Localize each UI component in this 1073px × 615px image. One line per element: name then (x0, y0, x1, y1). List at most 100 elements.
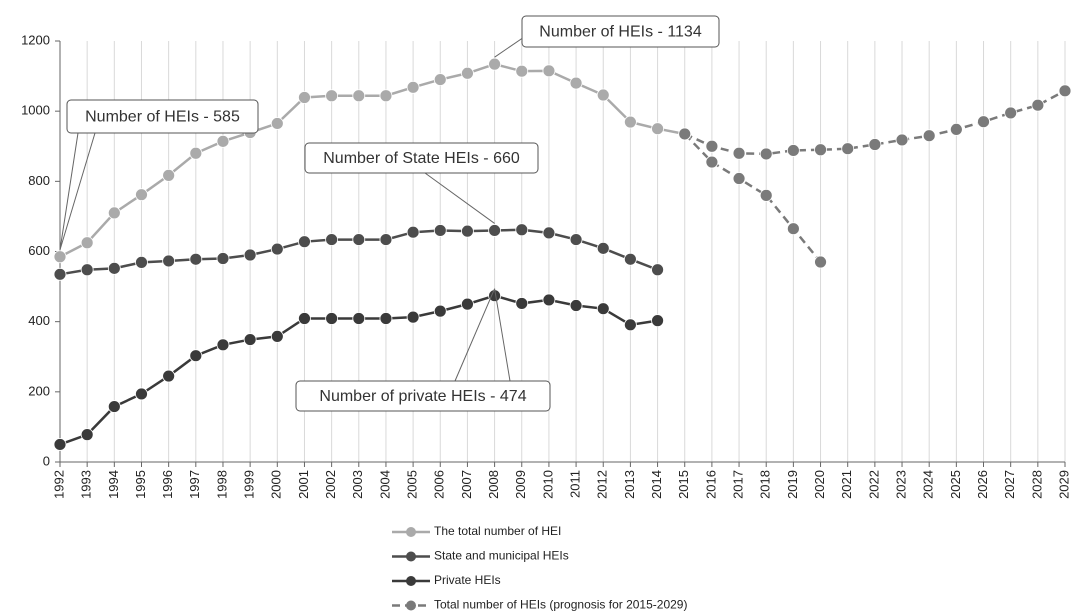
legend-label: Total number of HEIs (prognosis for 2015… (434, 598, 687, 612)
x-tick-label: 1996 (160, 470, 175, 499)
x-tick-label: 2000 (269, 470, 284, 499)
data-point (270, 117, 284, 130)
data-point (189, 349, 203, 363)
data-point (542, 226, 556, 240)
x-tick-label: 2011 (568, 470, 583, 498)
data-point (379, 312, 393, 325)
legend-marker (406, 527, 416, 537)
callout-box (295, 380, 551, 412)
x-tick-label: 2027 (1002, 470, 1017, 499)
data-point (705, 155, 719, 169)
data-point (216, 252, 230, 265)
x-tick-label: 2014 (649, 470, 664, 499)
x-tick-label: 2015 (676, 470, 691, 499)
data-point (53, 267, 67, 281)
x-tick-label: 1999 (242, 470, 257, 499)
x-tick-label: 2004 (377, 470, 392, 499)
data-point (488, 57, 501, 71)
x-tick-label: 2003 (350, 470, 365, 499)
x-tick-label: 2018 (758, 470, 773, 499)
y-tick-label: 600 (28, 243, 50, 258)
data-point (189, 252, 203, 266)
data-point (298, 91, 311, 104)
annotation: Number of HEIs - 1134 (539, 24, 702, 41)
data-point (107, 261, 121, 275)
y-tick-label: 1000 (21, 103, 50, 118)
y-tick-label: 1200 (21, 32, 50, 47)
data-point (80, 428, 94, 442)
data-point (352, 89, 366, 103)
x-tick-label: 2010 (540, 470, 555, 499)
data-point (406, 310, 420, 324)
data-point (596, 302, 610, 316)
y-tick-label: 0 (43, 453, 50, 468)
data-point (406, 225, 420, 239)
x-tick-label: 1995 (133, 470, 148, 499)
data-point (895, 133, 909, 147)
x-tick-label: 2022 (866, 470, 881, 499)
data-point (624, 115, 637, 129)
data-point (325, 312, 339, 325)
x-tick-label: 2016 (703, 470, 718, 499)
data-point (515, 223, 529, 237)
legend-label: Private HEIs (434, 573, 501, 587)
data-point (379, 89, 393, 103)
data-point (651, 122, 664, 136)
x-tick-label: 1992 (51, 470, 66, 499)
data-point (922, 129, 936, 143)
x-tick-label: 2025 (948, 470, 963, 499)
x-tick-label: 2002 (323, 470, 338, 499)
data-point (379, 233, 393, 246)
data-point (352, 233, 366, 246)
data-point (977, 115, 990, 129)
data-point (243, 333, 257, 346)
x-tick-label: 2020 (812, 470, 827, 499)
data-point (868, 138, 882, 151)
data-point (162, 168, 176, 182)
data-point (461, 297, 474, 311)
data-point (624, 252, 637, 266)
data-point (624, 318, 637, 332)
x-tick-label: 2005 (405, 470, 420, 499)
data-point (732, 172, 746, 185)
callout-box (521, 15, 720, 48)
data-point (678, 127, 692, 141)
legend-marker (406, 600, 416, 611)
data-point (53, 250, 67, 264)
x-tick-label: 2021 (839, 470, 854, 499)
x-tick-label: 2013 (622, 470, 637, 499)
x-tick-label: 1998 (214, 470, 229, 499)
x-tick-label: 2019 (785, 470, 800, 499)
series-line (684, 89, 1066, 156)
x-tick-label: 1994 (106, 470, 121, 499)
data-point (80, 236, 94, 250)
callout-box (66, 99, 259, 134)
data-point (461, 66, 474, 80)
data-point (189, 146, 203, 160)
data-point (325, 89, 339, 103)
data-point (542, 64, 556, 78)
y-tick-label: 800 (28, 173, 50, 188)
data-point (433, 224, 447, 237)
callout-pointer (59, 132, 96, 250)
data-point (786, 144, 800, 157)
x-tick-label: 2026 (975, 470, 990, 499)
data-point (1031, 98, 1045, 112)
data-point (1058, 84, 1072, 98)
data-point (488, 224, 501, 237)
data-point (53, 438, 67, 451)
data-point (107, 400, 121, 413)
legend-marker (406, 551, 416, 562)
y-tick-label: 400 (28, 313, 50, 328)
x-tick-label: 1997 (187, 470, 202, 499)
data-point (651, 314, 664, 328)
data-point (135, 188, 148, 202)
data-point (80, 263, 94, 277)
data-point (162, 369, 176, 383)
data-point (352, 312, 366, 325)
x-tick-label: 2009 (513, 470, 528, 499)
data-point (759, 147, 773, 161)
data-point (135, 255, 148, 269)
data-point (461, 224, 474, 238)
data-point (162, 254, 176, 268)
